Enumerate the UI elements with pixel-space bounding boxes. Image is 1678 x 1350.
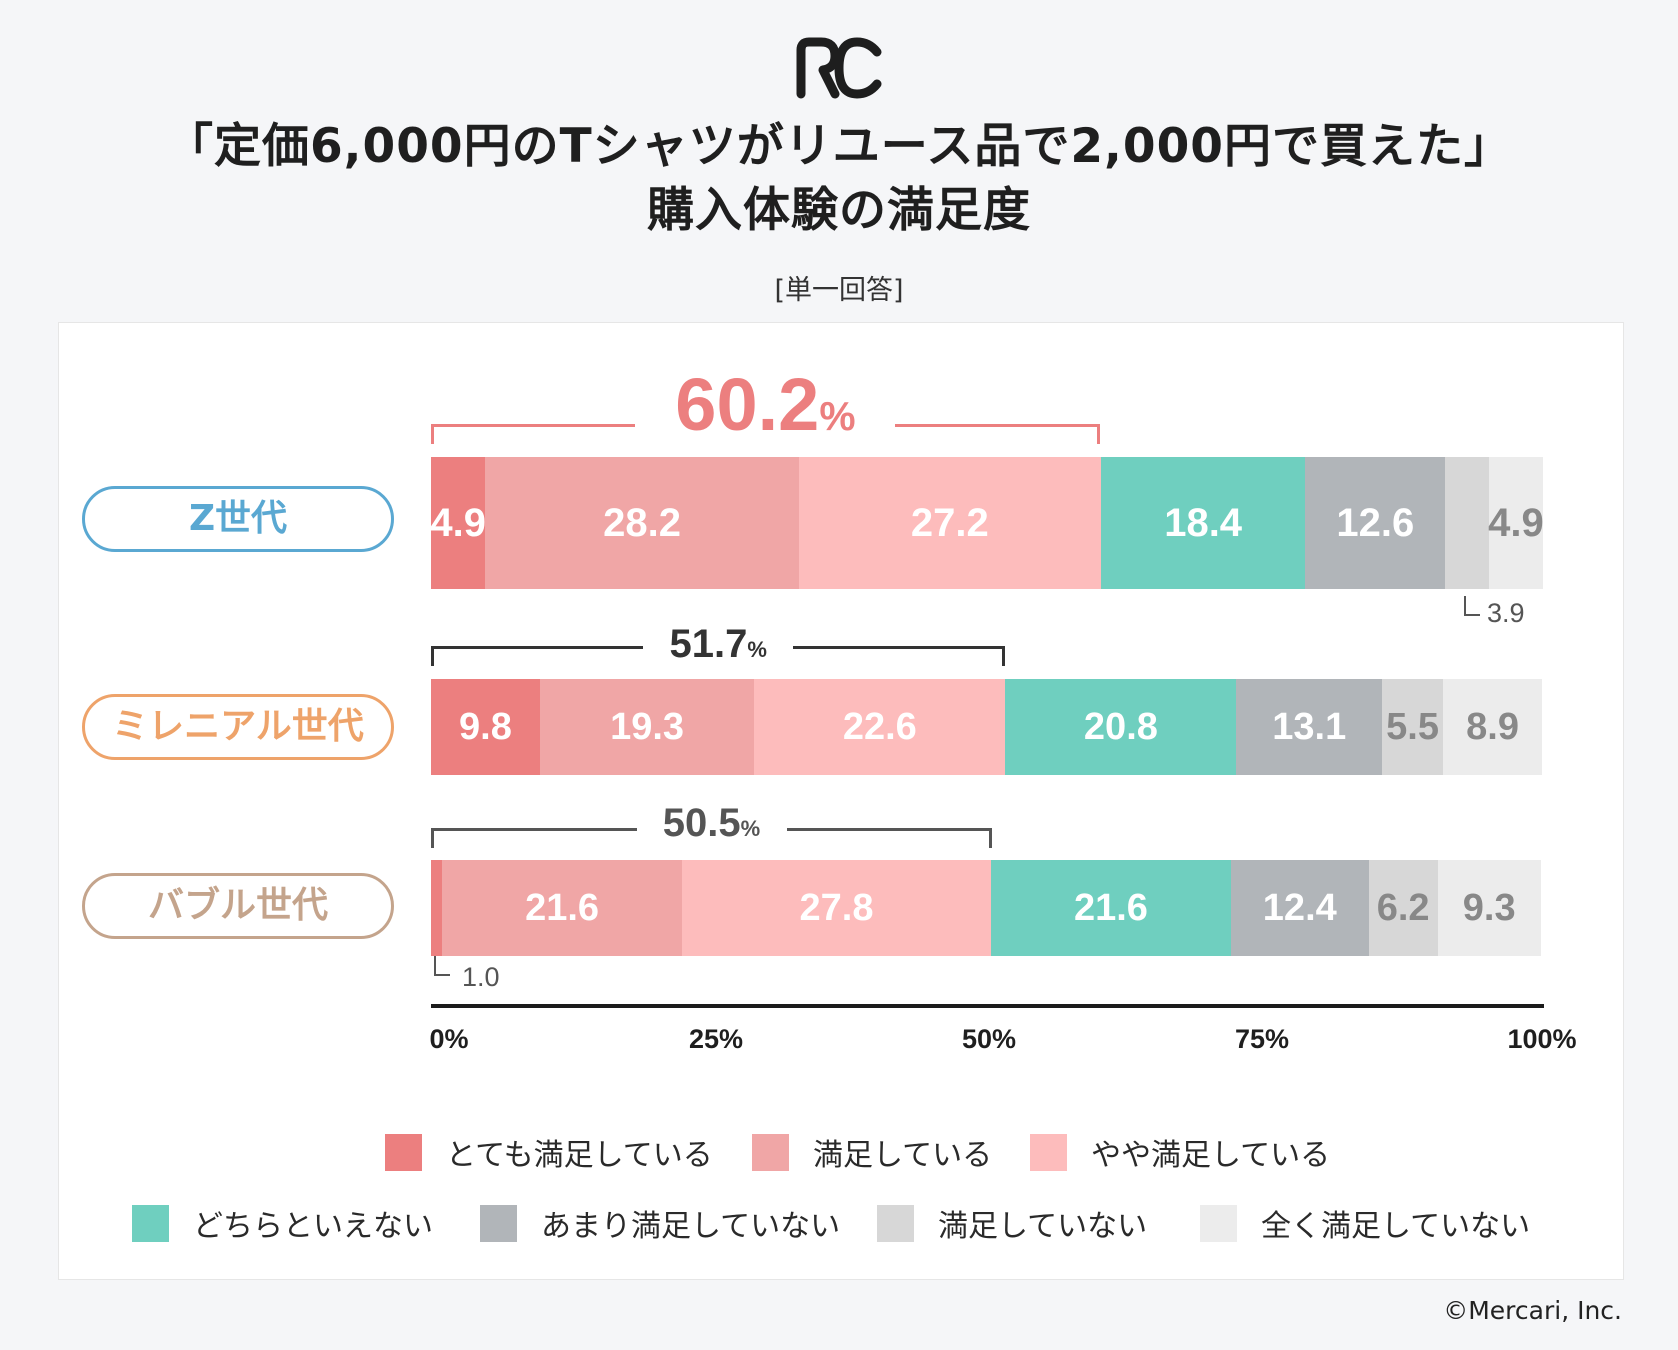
x-axis-line xyxy=(431,1004,1544,1008)
legend-swatch xyxy=(877,1204,914,1242)
callout-value-bubble-very-satisfied: 1.0 xyxy=(462,962,500,992)
legend-item-somewhat-satisfied: やや満足している xyxy=(1030,1130,1330,1174)
x-tick-label: 0% xyxy=(429,1024,469,1054)
legend-label: 満足している xyxy=(813,1138,993,1173)
satisfied-total-millennial: 51.7% xyxy=(643,622,794,666)
bar-segment-not-satisfied: 5.5 xyxy=(1382,679,1444,775)
legend-item-not-satisfied: 満足していない xyxy=(877,1201,1147,1245)
data-label: 19.3 xyxy=(610,705,685,748)
data-label: 12.4 xyxy=(1262,886,1337,929)
total-number: 60.2 xyxy=(675,363,820,446)
data-label: 28.2 xyxy=(603,500,682,545)
bar-segment-satisfied: 19.3 xyxy=(539,679,755,775)
copyright: ©Mercari, Inc. xyxy=(1443,1296,1622,1325)
x-tick-label: 50% xyxy=(961,1024,1017,1054)
bar-segment-neutral: 20.8 xyxy=(1005,679,1237,775)
data-label: 27.8 xyxy=(799,886,874,929)
chart-subtitle: [単一回答] xyxy=(774,275,904,306)
legend-swatch xyxy=(480,1204,517,1242)
data-label: 22.6 xyxy=(842,705,917,748)
callout-line xyxy=(434,956,450,976)
satisfied-total-z-generation: 60.2% xyxy=(635,368,896,442)
bar-segment-not-at-all-satisfied: 8.9 xyxy=(1443,679,1542,775)
bar-segment-very-satisfied xyxy=(431,860,443,956)
legend-label: 満足していない xyxy=(938,1209,1148,1244)
legend-item-not-at-all-satisfied: 全く満足していない xyxy=(1200,1201,1530,1245)
bar-segment-not-at-all-satisfied: 4.9 xyxy=(1488,457,1544,589)
bar-segment-somewhat-satisfied: 27.8 xyxy=(682,860,991,956)
bar-segment-not-very-satisfied: 12.4 xyxy=(1230,860,1369,956)
legend-label: 全く満足していない xyxy=(1261,1209,1531,1244)
data-label: 12.6 xyxy=(1336,500,1415,545)
bar-segment-not-very-satisfied: 12.6 xyxy=(1305,457,1446,589)
legend-label: やや満足している xyxy=(1091,1138,1331,1173)
category-label-bubble-generation: バブル世代 xyxy=(82,873,394,939)
total-unit: % xyxy=(747,637,767,662)
bar-segment-very-satisfied: 4.9 xyxy=(430,457,487,589)
bar-segment-somewhat-satisfied: 27.2 xyxy=(798,457,1101,589)
category-label-millennial: ミレニアル世代 xyxy=(82,694,394,760)
rc-logo xyxy=(796,37,882,99)
data-label: 6.2 xyxy=(1376,886,1430,929)
data-label: 18.4 xyxy=(1164,500,1243,545)
chart-title-line2: 購入体験の満足度 xyxy=(647,183,1031,238)
callout-value-z-not-satisfied: 3.9 xyxy=(1487,598,1525,628)
data-label: 21.6 xyxy=(525,886,600,929)
data-label: 21.6 xyxy=(1073,886,1148,929)
legend-label: どちらといえない xyxy=(193,1209,433,1244)
legend-item-satisfied: 満足している xyxy=(752,1130,992,1174)
bar-segment-not-satisfied xyxy=(1445,457,1489,589)
bar-segment-not-satisfied: 6.2 xyxy=(1368,860,1438,956)
data-label: 5.5 xyxy=(1386,705,1439,748)
legend-item-very-satisfied: とても満足している xyxy=(385,1130,713,1174)
total-unit: % xyxy=(740,816,761,841)
bar-segment-very-satisfied: 9.8 xyxy=(431,679,540,775)
bar-segment-neutral: 18.4 xyxy=(1100,457,1306,589)
data-label: 4.9 xyxy=(430,500,487,545)
satisfied-total-bubble-generation: 50.5% xyxy=(636,801,787,845)
legend-swatch xyxy=(1030,1133,1067,1171)
total-unit: % xyxy=(819,393,856,439)
chart-title-line1: 「定価6,000円のTシャツがリユース品で2,000円で買えた」 xyxy=(165,119,1513,174)
data-label: 13.1 xyxy=(1272,705,1347,748)
legend-label: とても満足している xyxy=(446,1138,713,1173)
legend-swatch xyxy=(385,1133,422,1171)
x-tick-label: 75% xyxy=(1234,1024,1290,1054)
legend-swatch xyxy=(1200,1204,1237,1242)
category-label-z-generation: Z世代 xyxy=(82,486,394,552)
data-label: 9.3 xyxy=(1462,886,1516,929)
x-tick-label: 25% xyxy=(688,1024,744,1054)
total-number: 51.7 xyxy=(669,622,748,666)
legend-label: あまり満足していない xyxy=(541,1209,841,1244)
data-label: 8.9 xyxy=(1466,705,1519,748)
legend-item-not-very-satisfied: あまり満足していない xyxy=(480,1201,840,1245)
bar-segment-not-very-satisfied: 13.1 xyxy=(1236,679,1382,775)
legend-item-neutral: どちらといえない xyxy=(132,1201,433,1245)
bar-segment-neutral: 21.6 xyxy=(990,860,1231,956)
legend-swatch xyxy=(132,1204,169,1242)
data-label: 4.9 xyxy=(1488,500,1544,545)
bar-segment-satisfied: 28.2 xyxy=(485,457,799,589)
callout-line xyxy=(1464,596,1480,616)
x-tick-label: 100% xyxy=(1507,1024,1577,1054)
data-label: 9.8 xyxy=(459,705,512,748)
total-number: 50.5 xyxy=(662,801,741,845)
data-label: 27.2 xyxy=(910,500,989,545)
bar-segment-somewhat-satisfied: 22.6 xyxy=(754,679,1006,775)
legend-swatch xyxy=(752,1133,789,1171)
bar-segment-satisfied: 21.6 xyxy=(442,860,683,956)
data-label: 20.8 xyxy=(1083,705,1158,748)
bar-segment-not-at-all-satisfied: 9.3 xyxy=(1437,860,1541,956)
